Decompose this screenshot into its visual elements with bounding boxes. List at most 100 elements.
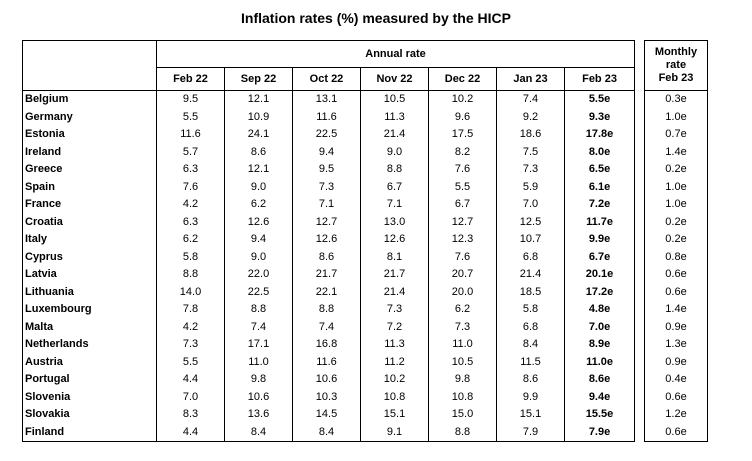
value-cell: 10.7 — [496, 231, 565, 249]
corner-cell-lower — [22, 67, 157, 91]
value-cell: 5.8 — [156, 248, 225, 266]
table-row: 0.4e — [644, 371, 708, 389]
value-cell: 7.2 — [360, 318, 429, 336]
country-cell: Portugal — [22, 371, 157, 389]
monthly-value-cell: 0.6e — [644, 283, 708, 301]
value-cell: 7.1 — [360, 196, 429, 214]
column-header: Feb 22 — [156, 67, 225, 91]
value-cell: 18.5 — [496, 283, 565, 301]
table-row: 0.8e — [644, 248, 708, 266]
value-cell: 20.1e — [563, 266, 636, 284]
value-cell: 6.3 — [156, 161, 225, 179]
value-cell: 11.0e — [563, 353, 636, 371]
table-row: 0.2e — [644, 231, 708, 249]
table-row: Spain 7.6 9.0 7.3 6.7 5.5 5.9 6.1e — [22, 178, 636, 196]
country-cell: Croatia — [22, 213, 157, 231]
value-cell: 22.1 — [292, 283, 361, 301]
country-cell: Malta — [22, 318, 157, 336]
value-cell: 21.4 — [360, 283, 429, 301]
table-row: Malta 4.2 7.4 7.4 7.2 7.3 6.8 7.0e — [22, 318, 636, 336]
value-cell: 11.5 — [496, 353, 565, 371]
column-header: Sep 22 — [224, 67, 293, 91]
table-row: Finland 4.4 8.4 8.4 9.1 8.8 7.9 7.9e — [22, 423, 636, 442]
table-row: Netherlands 7.3 17.1 16.8 11.3 11.0 8.4 8.9e — [22, 336, 636, 354]
value-cell: 4.2 — [156, 318, 225, 336]
value-cell: 7.6 — [156, 178, 225, 196]
value-cell: 7.4 — [292, 318, 361, 336]
value-cell: 12.7 — [428, 213, 497, 231]
monthly-value-cell: 0.7e — [644, 126, 708, 144]
value-cell: 7.9 — [496, 423, 565, 442]
value-cell: 10.6 — [292, 371, 361, 389]
value-cell: 9.0 — [224, 178, 293, 196]
value-cell: 8.6 — [292, 248, 361, 266]
country-cell: Germany — [22, 108, 157, 126]
value-cell: 6.1e — [563, 178, 636, 196]
value-cell: 6.8 — [496, 318, 565, 336]
monthly-value-cell: 1.2e — [644, 406, 708, 424]
country-cell: Austria — [22, 353, 157, 371]
value-cell: 10.2 — [428, 90, 497, 109]
value-cell: 20.7 — [428, 266, 497, 284]
value-cell: 18.6 — [496, 126, 565, 144]
value-cell: 5.5 — [156, 353, 225, 371]
value-cell: 15.1 — [496, 406, 565, 424]
value-cell: 8.8 — [360, 161, 429, 179]
annual-rate-table: Annual rate Feb 22 Sep 22 Oct 22 Nov 22 … — [22, 40, 636, 442]
value-cell: 7.3 — [292, 178, 361, 196]
value-cell: 9.4 — [292, 143, 361, 161]
value-cell: 4.2 — [156, 196, 225, 214]
value-cell: 6.2 — [428, 301, 497, 319]
value-cell: 12.6 — [224, 213, 293, 231]
value-cell: 8.8 — [156, 266, 225, 284]
value-cell: 7.3 — [156, 336, 225, 354]
value-cell: 17.5 — [428, 126, 497, 144]
value-cell: 11.0 — [428, 336, 497, 354]
value-cell: 7.5 — [496, 143, 565, 161]
column-header: Nov 22 — [360, 67, 429, 91]
table-row: Croatia 6.3 12.6 12.7 13.0 12.7 12.5 11.7e — [22, 213, 636, 231]
value-cell: 8.4 — [496, 336, 565, 354]
table-row: Cyprus 5.8 9.0 8.6 8.1 7.6 6.8 6.7e — [22, 248, 636, 266]
table-row: 1.0e — [644, 108, 708, 126]
value-cell: 21.4 — [360, 126, 429, 144]
value-cell: 11.6 — [292, 108, 361, 126]
value-cell: 7.8 — [156, 301, 225, 319]
table-row: Estonia 11.6 24.1 22.5 21.4 17.5 18.6 17.8e — [22, 126, 636, 144]
value-cell: 8.4 — [224, 423, 293, 442]
value-cell: 14.5 — [292, 406, 361, 424]
value-cell: 12.7 — [292, 213, 361, 231]
value-cell: 7.0 — [156, 388, 225, 406]
value-cell: 15.1 — [360, 406, 429, 424]
country-cell: Cyprus — [22, 248, 157, 266]
table-row: 0.6e — [644, 388, 708, 406]
monthly-value-cell: 0.4e — [644, 371, 708, 389]
table-row: Austria 5.5 11.0 11.6 11.2 10.5 11.5 11.0e — [22, 353, 636, 371]
table-row: Germany 5.5 10.9 11.6 11.3 9.6 9.2 9.3e — [22, 108, 636, 126]
value-cell: 5.7 — [156, 143, 225, 161]
value-cell: 17.1 — [224, 336, 293, 354]
column-header: Feb 23 — [563, 67, 636, 91]
value-cell: 5.5 — [156, 108, 225, 126]
value-cell: 4.4 — [156, 371, 225, 389]
value-cell: 9.4e — [563, 388, 636, 406]
value-cell: 6.5e — [563, 161, 636, 179]
monthly-value-cell: 1.0e — [644, 196, 708, 214]
value-cell: 8.1 — [360, 248, 429, 266]
value-cell: 9.6 — [428, 108, 497, 126]
value-cell: 8.8 — [428, 423, 497, 442]
monthly-column-header: Feb 23 — [658, 72, 694, 84]
value-cell: 7.1 — [292, 196, 361, 214]
value-cell: 12.6 — [292, 231, 361, 249]
value-cell: 6.2 — [224, 196, 293, 214]
monthly-value-cell: 1.4e — [644, 301, 708, 319]
table-row: Luxembourg 7.8 8.8 8.8 7.3 6.2 5.8 4.8e — [22, 301, 636, 319]
value-cell: 7.0e — [563, 318, 636, 336]
monthly-rate-label: Monthly rate — [654, 46, 698, 71]
table-row: Lithuania 14.0 22.5 22.1 21.4 20.0 18.5 17.2e — [22, 283, 636, 301]
table-row: Portugal 4.4 9.8 10.6 10.2 9.8 8.6 8.6e — [22, 371, 636, 389]
value-cell: 11.3 — [360, 108, 429, 126]
monthly-value-cell: 0.8e — [644, 248, 708, 266]
value-cell: 5.5 — [428, 178, 497, 196]
table-row: Slovenia 7.0 10.6 10.3 10.8 10.8 9.9 9.4e — [22, 388, 636, 406]
